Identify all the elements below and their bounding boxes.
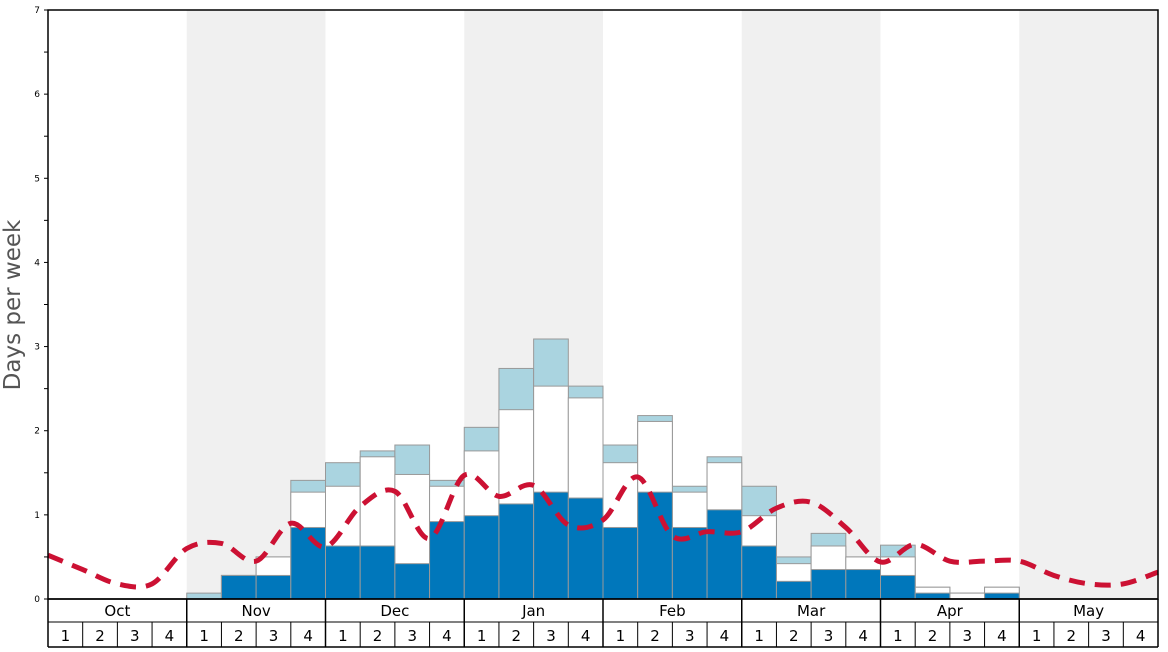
week-label: 3 [269,627,279,645]
week-label: 2 [234,627,244,645]
y-tick-label: 2 [34,427,40,437]
y-tick-label: 3 [34,343,40,353]
week-label: 1 [338,627,348,645]
week-label: 2 [789,627,799,645]
week-label: 4 [581,627,591,645]
month-label-may: May [1073,602,1104,620]
month-label-jan: Jan [521,602,545,620]
week-label: 2 [650,627,660,645]
week-label: 1 [477,627,487,645]
week-label: 3 [1101,627,1111,645]
week-label: 4 [442,627,452,645]
bar-dark-10 [394,563,431,600]
y-axis-label: Days per week [0,219,26,390]
bar-mid-26 [949,592,986,600]
week-label: 2 [95,627,105,645]
week-label: 3 [685,627,695,645]
month-label-dec: Dec [380,602,409,620]
bar-dark-20 [741,545,777,600]
average-line-path [47,471,1159,590]
bar-dark-12 [463,515,500,600]
month-shading [186,10,1158,599]
y-tick-label: 1 [34,511,40,521]
week-label: 1 [1032,627,1042,645]
x-axis: Oct 1 2 3 4 Nov 1 2 3 4 Dec 1 2 3 4 Jan 1 2 3 4 Feb 1 2 3 4 Mar 1 2… [47,598,1159,648]
week-label: 1 [616,627,626,645]
week-label: 4 [165,627,175,645]
week-label: 4 [858,627,868,645]
y-tick-label: 6 [34,90,40,100]
y-tick-label: 5 [34,174,40,184]
bar-dark-16 [602,526,639,600]
bar-dark-19 [706,509,743,600]
bar-dark-6 [255,574,292,600]
week-label: 3 [962,627,972,645]
week-label: 3 [130,627,140,645]
y-tick-label: 0 [34,595,40,605]
y-tick-label: 7 [34,6,40,16]
week-label: 2 [373,627,383,645]
week-label: 4 [997,627,1007,645]
week-label: 4 [1136,627,1146,645]
bar-dark-14 [533,491,569,600]
y-tick-label: 4 [34,258,40,268]
bar-dark-27 [984,592,1020,600]
month-label-mar: Mar [797,602,826,620]
month-label-nov: Nov [241,602,270,620]
week-label: 3 [824,627,834,645]
bar-dark-25 [914,592,951,600]
bar-dark-24 [880,574,916,600]
bar-dark-9 [359,545,396,600]
week-label: 3 [407,627,417,645]
bar-dark-23 [845,569,881,600]
week-label: 1 [754,627,764,645]
month-label-apr: Apr [937,602,964,620]
week-label: 1 [199,627,209,645]
bar-dark-22 [810,569,847,600]
bars [186,338,1020,600]
bar-dark-8 [325,545,361,600]
week-label: 4 [303,627,313,645]
bar-light-4 [186,592,222,600]
bar-dark-15 [567,497,604,600]
week-label: 2 [512,627,522,645]
week-label: 1 [893,627,903,645]
week-label: 4 [720,627,730,645]
bar-dark-11 [429,521,465,600]
month-label-feb: Feb [659,602,686,620]
bar-dark-17 [637,491,673,600]
average-line [47,471,1159,590]
month-label-oct: Oct [104,602,130,620]
bar-dark-13 [498,503,535,600]
bar-dark-5 [220,574,257,600]
month-shade-may [1019,10,1158,599]
week-label: 3 [546,627,556,645]
week-label: 2 [1067,627,1077,645]
week-label: 2 [928,627,938,645]
week-label: 1 [61,627,71,645]
bar-dark-21 [775,580,812,600]
